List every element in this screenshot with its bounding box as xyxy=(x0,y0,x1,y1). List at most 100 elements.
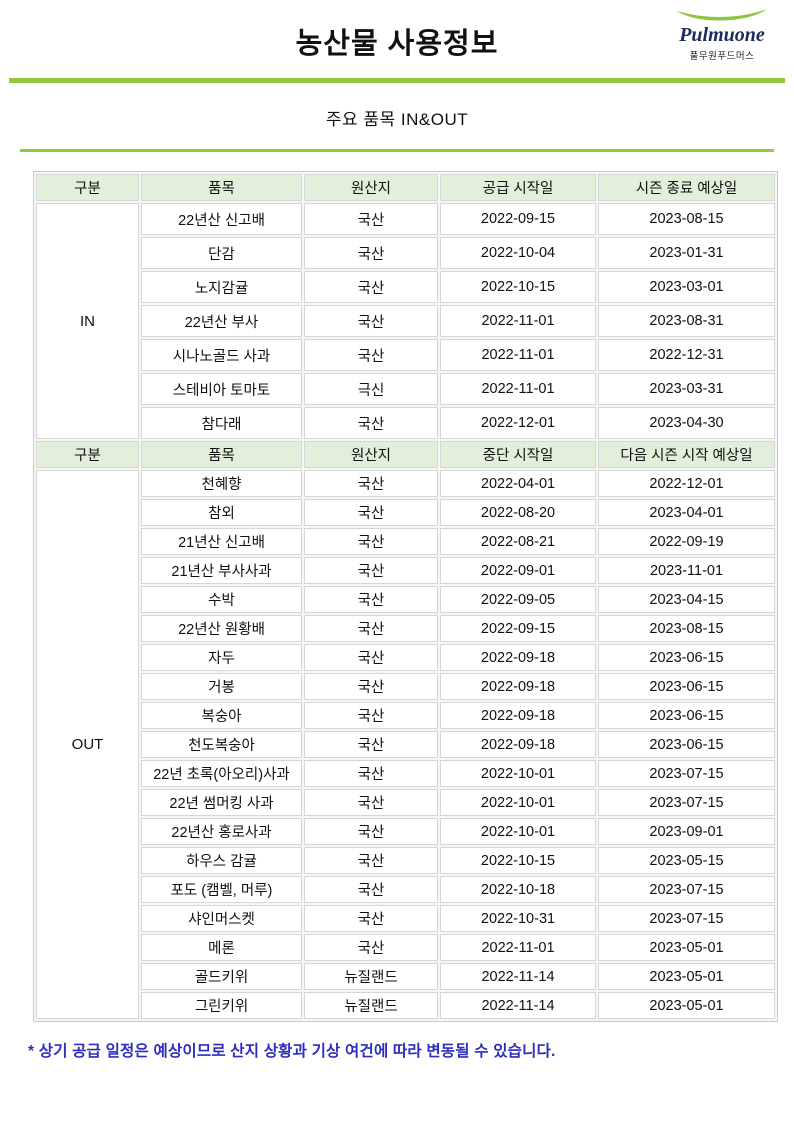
end-date-cell: 2023-06-15 xyxy=(598,644,775,671)
column-header: 시즌 종료 예상일 xyxy=(598,174,775,201)
item-cell: 골드키위 xyxy=(141,963,302,990)
end-date-cell: 2022-09-19 xyxy=(598,528,775,555)
document-header: 농산물 사용정보 Pulmuone 풀무원푸드머스 xyxy=(0,0,794,78)
item-cell: 참외 xyxy=(141,499,302,526)
start-date-cell: 2022-11-14 xyxy=(440,963,596,990)
end-date-cell: 2023-09-01 xyxy=(598,818,775,845)
end-date-cell: 2023-07-15 xyxy=(598,905,775,932)
inout-table: 구분 품목 원산지 공급 시작일 시즌 종료 예상일 IN 22년산 신고배 국산 2022-0… xyxy=(33,171,778,1022)
item-cell: 참다래 xyxy=(141,407,302,439)
table-row: IN 22년산 신고배 국산 2022-09-15 2023-08-15 xyxy=(36,203,775,439)
start-date-cell: 2022-10-15 xyxy=(440,847,596,874)
start-date-cell: 2022-09-18 xyxy=(440,673,596,700)
end-date-cell: 2023-07-15 xyxy=(598,760,775,787)
origin-cell: 국산 xyxy=(304,760,438,787)
table-row: 22년 초록(아오리)사과 국산 2022-10-01 2023-07-15 xyxy=(36,760,775,787)
item-cell: 22년산 부사 xyxy=(141,305,302,337)
table-row: 21년산 신고배 국산 2022-08-21 2022-09-19 xyxy=(36,528,775,555)
start-date-cell: 2022-09-18 xyxy=(440,731,596,758)
item-cell: 단감 xyxy=(141,237,302,269)
start-date-cell: 2022-10-31 xyxy=(440,905,596,932)
start-date-cell: 2022-10-01 xyxy=(440,818,596,845)
table-header-row: 구분 품목 원산지 공급 시작일 시즌 종료 예상일 xyxy=(36,174,775,201)
group-cell: IN xyxy=(36,203,139,439)
start-date-cell: 2022-10-18 xyxy=(440,876,596,903)
leaf-swoosh-icon xyxy=(676,8,768,21)
column-header: 품목 xyxy=(141,441,302,468)
end-date-cell: 2023-03-31 xyxy=(598,373,775,405)
table-row: 21년산 부사사과 국산 2022-09-01 2023-11-01 xyxy=(36,557,775,584)
start-date-cell: 2022-08-21 xyxy=(440,528,596,555)
end-date-cell: 2023-11-01 xyxy=(598,557,775,584)
end-date-cell: 2023-04-30 xyxy=(598,407,775,439)
column-header: 구분 xyxy=(36,174,139,201)
logo-brand-text: Pulmuone xyxy=(679,24,765,46)
divider-thin xyxy=(20,149,774,152)
origin-cell: 국산 xyxy=(304,847,438,874)
item-cell: 22년 초록(아오리)사과 xyxy=(141,760,302,787)
item-cell: 자두 xyxy=(141,644,302,671)
group-cell: OUT xyxy=(36,470,139,1019)
origin-cell: 국산 xyxy=(304,586,438,613)
table-row: 22년산 홍로사과 국산 2022-10-01 2023-09-01 xyxy=(36,818,775,845)
section-subtitle: 주요 품목 IN&OUT xyxy=(325,110,469,129)
origin-cell: 국산 xyxy=(304,499,438,526)
origin-cell: 극신 xyxy=(304,373,438,405)
origin-cell: 국산 xyxy=(304,407,438,439)
inout-table-wrap: 구분 품목 원산지 공급 시작일 시즌 종료 예상일 IN 22년산 신고배 국산 2022-0… xyxy=(33,171,778,1022)
end-date-cell: 2023-01-31 xyxy=(598,237,775,269)
origin-cell: 국산 xyxy=(304,731,438,758)
item-cell: 샤인머스켓 xyxy=(141,905,302,932)
table-row: 참외 국산 2022-08-20 2023-04-01 xyxy=(36,499,775,526)
table-row: 메론 국산 2022-11-01 2023-05-01 xyxy=(36,934,775,961)
table-row: 수박 국산 2022-09-05 2023-04-15 xyxy=(36,586,775,613)
column-header: 중단 시작일 xyxy=(440,441,596,468)
item-cell: 천도복숭아 xyxy=(141,731,302,758)
column-header: 원산지 xyxy=(304,174,438,201)
table-row: 샤인머스켓 국산 2022-10-31 2023-07-15 xyxy=(36,905,775,932)
item-cell: 거봉 xyxy=(141,673,302,700)
start-date-cell: 2022-11-01 xyxy=(440,934,596,961)
item-cell: 노지감귤 xyxy=(141,271,302,303)
table-row: 천도복숭아 국산 2022-09-18 2023-06-15 xyxy=(36,731,775,758)
table-row: OUT 천혜향 국산 2022-04-01 2022-12-01 xyxy=(36,470,775,1019)
table-row: 22년산 부사 국산 2022-11-01 2023-08-31 xyxy=(36,305,775,337)
start-date-cell: 2022-12-01 xyxy=(440,407,596,439)
end-date-cell: 2022-12-01 xyxy=(598,470,775,497)
start-date-cell: 2022-10-01 xyxy=(440,789,596,816)
origin-cell: 국산 xyxy=(304,339,438,371)
column-header: 공급 시작일 xyxy=(440,174,596,201)
table-row: 복숭아 국산 2022-09-18 2023-06-15 xyxy=(36,702,775,729)
origin-cell: 뉴질랜드 xyxy=(304,963,438,990)
origin-cell: 국산 xyxy=(304,557,438,584)
origin-cell: 국산 xyxy=(304,673,438,700)
item-cell: 스테비아 토마토 xyxy=(141,373,302,405)
end-date-cell: 2023-06-15 xyxy=(598,731,775,758)
item-cell: 21년산 부사사과 xyxy=(141,557,302,584)
table-row: 스테비아 토마토 극신 2022-11-01 2023-03-31 xyxy=(36,373,775,405)
origin-cell: 국산 xyxy=(304,271,438,303)
start-date-cell: 2022-09-18 xyxy=(440,702,596,729)
item-cell: 22년산 신고배 xyxy=(141,203,302,235)
item-cell: 메론 xyxy=(141,934,302,961)
origin-cell: 국산 xyxy=(304,818,438,845)
end-date-cell: 2023-07-15 xyxy=(598,789,775,816)
end-date-cell: 2023-06-15 xyxy=(598,673,775,700)
table-row: 하우스 감귤 국산 2022-10-15 2023-05-15 xyxy=(36,847,775,874)
start-date-cell: 2022-11-01 xyxy=(440,305,596,337)
column-header: 품목 xyxy=(141,174,302,201)
table-row: 골드키위 뉴질랜드 2022-11-14 2023-05-01 xyxy=(36,963,775,990)
start-date-cell: 2022-10-01 xyxy=(440,760,596,787)
item-cell: 복숭아 xyxy=(141,702,302,729)
start-date-cell: 2022-11-01 xyxy=(440,339,596,371)
start-date-cell: 2022-09-05 xyxy=(440,586,596,613)
start-date-cell: 2022-10-15 xyxy=(440,271,596,303)
end-date-cell: 2023-07-15 xyxy=(598,876,775,903)
start-date-cell: 2022-09-01 xyxy=(440,557,596,584)
item-cell: 22년산 홍로사과 xyxy=(141,818,302,845)
end-date-cell: 2023-05-01 xyxy=(598,934,775,961)
end-date-cell: 2023-05-01 xyxy=(598,963,775,990)
end-date-cell: 2023-04-01 xyxy=(598,499,775,526)
origin-cell: 국산 xyxy=(304,470,438,497)
origin-cell: 국산 xyxy=(304,615,438,642)
